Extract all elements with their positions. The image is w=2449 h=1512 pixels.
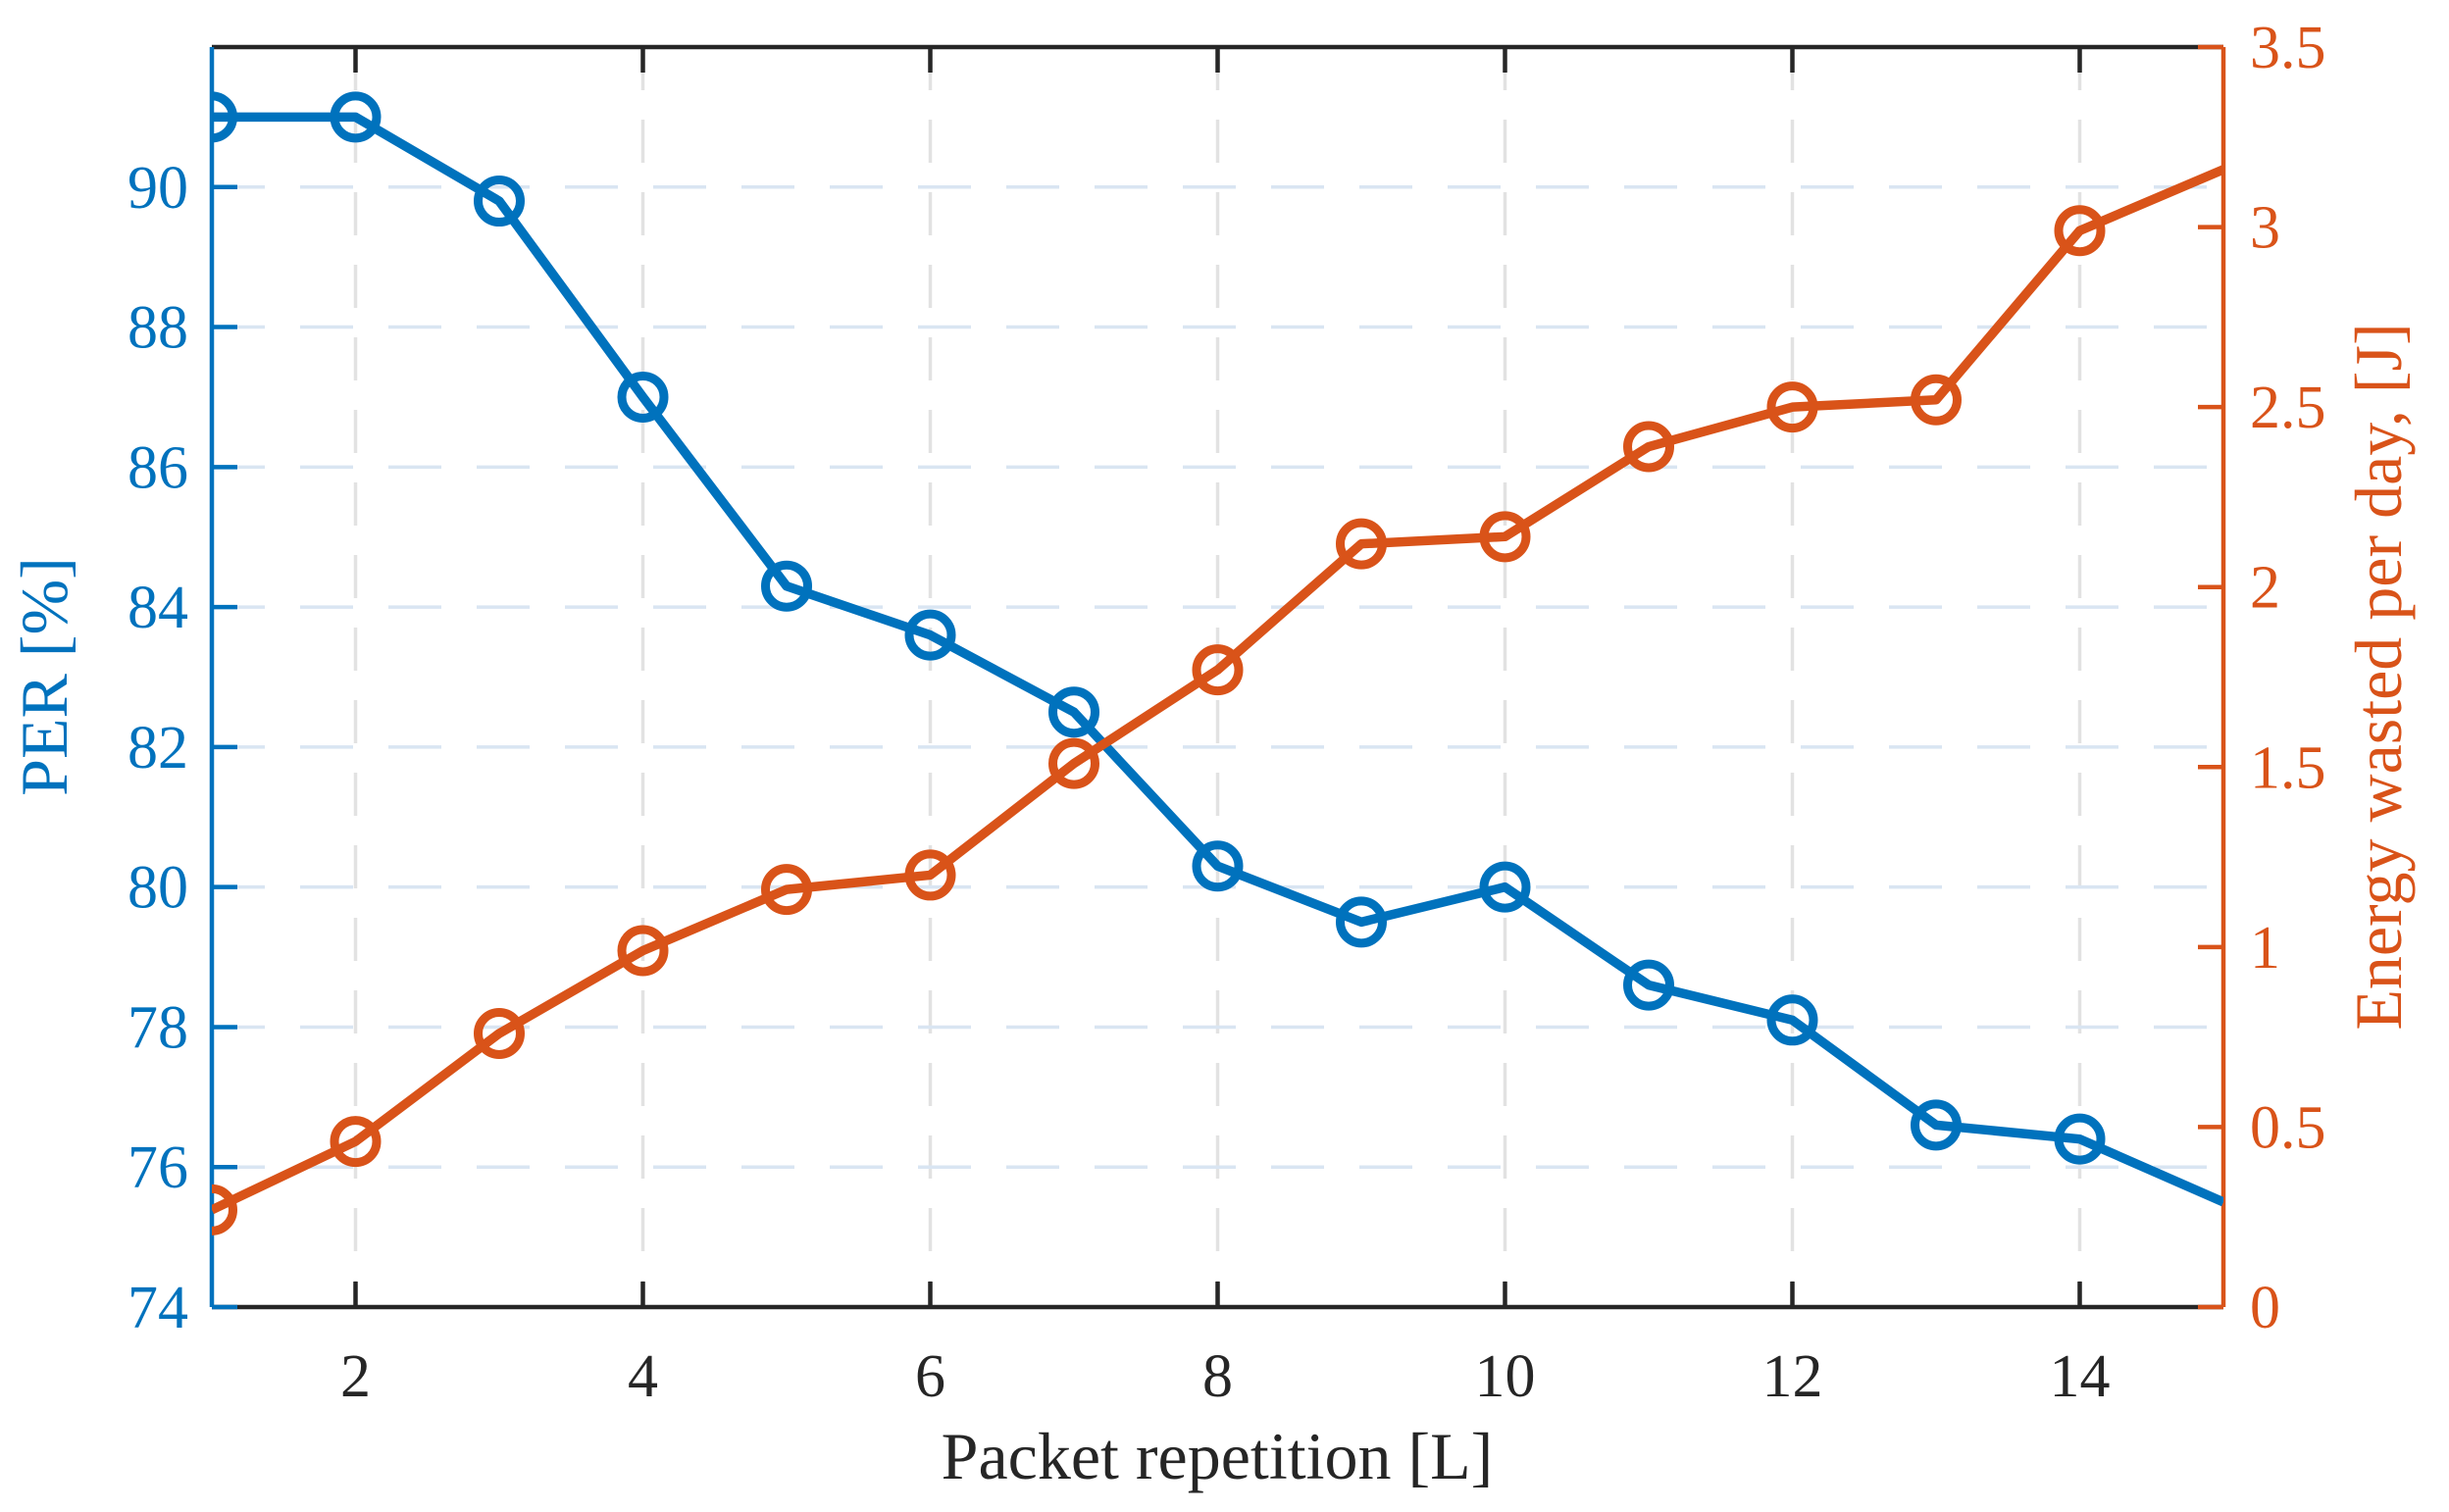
left-y-tick-label: 86 [128,434,188,501]
per-data-marker [617,371,669,423]
left-y-tick-label: 80 [128,855,188,922]
energy-data-marker [1336,518,1387,570]
right-y-axis-label: Energy wasted per day, [J] [2341,323,2416,1030]
per-data-marker [1479,861,1531,913]
energy-data-marker [330,1116,382,1168]
energy-data-marker [2054,205,2106,257]
energy-data-marker [474,1007,525,1059]
per-data-marker [1048,686,1099,738]
energy-series [212,165,2223,1235]
left-y-tick-label: 84 [128,575,188,641]
per-data-marker [761,560,812,612]
left-y-tick-label: 88 [128,295,188,362]
x-tick-label: 12 [1762,1343,1823,1410]
energy-data-marker [1911,374,1962,426]
right-y-tick-label: 0.5 [2250,1094,2326,1161]
per-series [212,91,2223,1207]
left-y-tick-label: 76 [128,1134,188,1201]
per-data-marker [1623,959,1674,1011]
per-data-marker [330,91,382,143]
right-y-tick-label: 3 [2250,195,2280,262]
right-y-tick-label: 1.5 [2250,734,2326,801]
energy-data-marker [1479,511,1531,563]
energy-data-marker [1766,381,1818,433]
left-y-tick-label: 90 [128,155,188,222]
x-tick-label: 4 [628,1343,658,1410]
energy-data-marker [212,1184,237,1235]
energy-data-marker [617,925,669,977]
plot-area: 2 4 6 8 10 12 14 74 76 78 80 82 84 86 88 90 0 0.5 1 1.5 2 2.5… [128,15,2326,1410]
right-y-tick-label: 2.5 [2250,375,2326,441]
per-data-marker [1911,1099,1962,1151]
right-y-tick-label: 0 [2250,1275,2280,1341]
energy-data-marker [1623,421,1674,473]
x-tick-label: 2 [340,1343,371,1410]
x-tick-label: 14 [2050,1343,2111,1410]
per-data-marker [1336,896,1387,948]
per-series-line [212,112,2223,1207]
per-data-marker [212,91,237,143]
per-data-marker [1192,840,1244,892]
per-data-marker [904,609,956,661]
per-data-marker [2054,1113,2106,1165]
x-tick-label: 8 [1202,1343,1233,1410]
x-axis-label: Packet repetition [L] [942,1419,1494,1493]
left-y-axis-label: PER [%] [7,557,81,796]
left-y-tick-label: 74 [128,1275,188,1341]
left-y-tick-label: 78 [128,994,188,1061]
x-tick-label: 6 [915,1343,945,1410]
energy-data-marker [904,849,956,901]
per-data-marker [1766,994,1818,1046]
left-y-tick-label: 82 [128,715,188,781]
energy-data-marker [761,864,812,916]
x-tick-label: 10 [1475,1343,1536,1410]
per-data-marker [474,176,525,227]
right-y-tick-label: 1 [2250,915,2280,982]
energy-data-marker [1192,644,1244,696]
energy-data-marker [1048,737,1099,789]
right-y-tick-label: 3.5 [2250,15,2326,81]
energy-series-line [212,165,2223,1215]
right-y-tick-label: 2 [2250,555,2280,622]
